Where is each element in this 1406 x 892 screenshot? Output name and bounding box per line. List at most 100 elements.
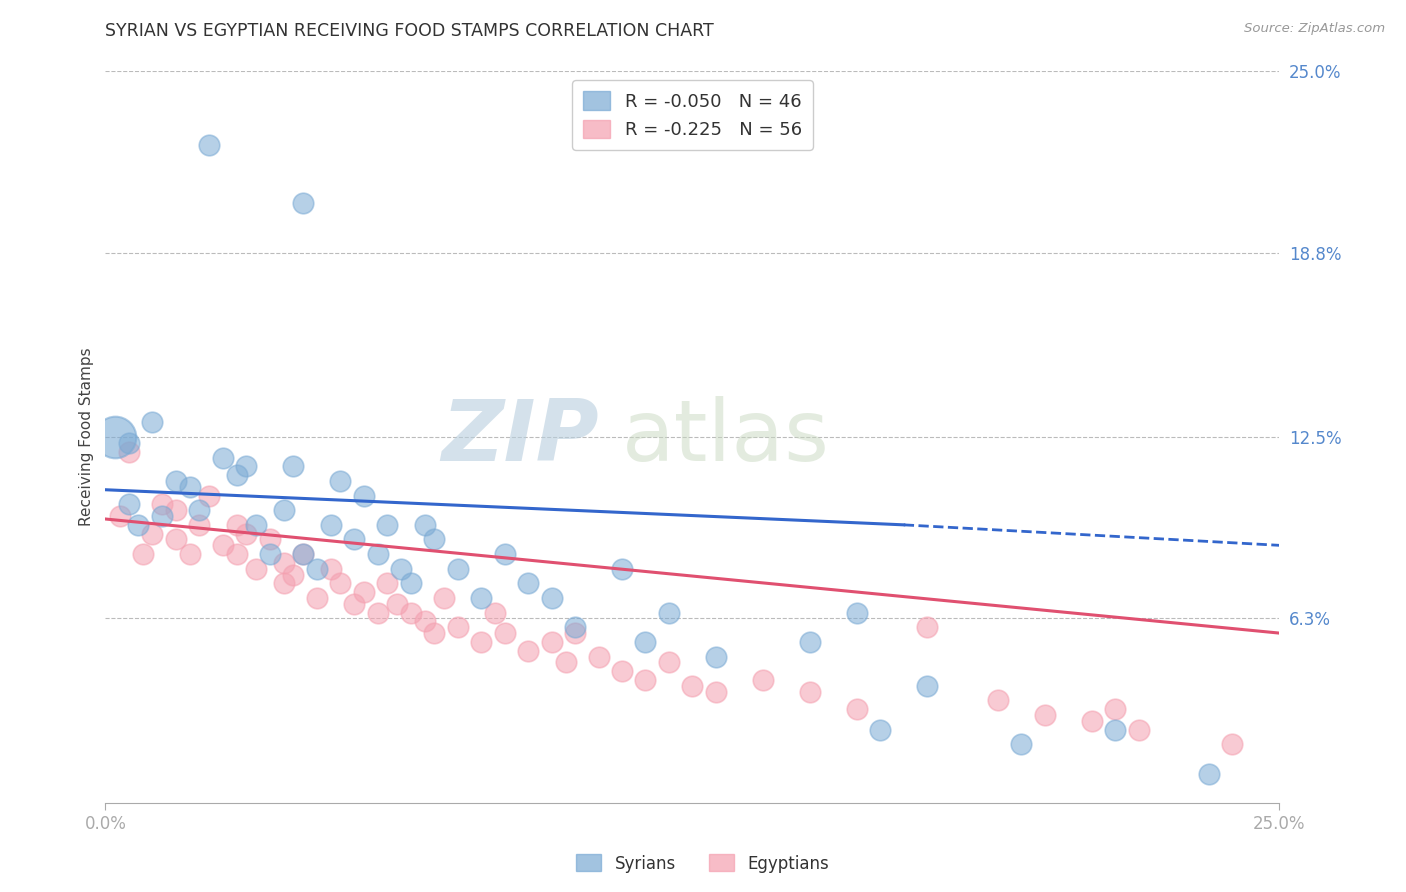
Point: [273, 576, 295, 591]
Point: [188, 517, 211, 532]
Point: [179, 547, 201, 561]
Point: [179, 480, 201, 494]
Point: [150, 497, 173, 511]
Point: [150, 509, 173, 524]
Point: [799, 635, 821, 649]
Point: [343, 597, 366, 611]
Point: [367, 606, 389, 620]
Point: [259, 547, 281, 561]
Point: [141, 526, 163, 541]
Point: [799, 684, 821, 698]
Point: [681, 679, 703, 693]
Point: [329, 474, 352, 488]
Point: [634, 673, 657, 687]
Point: [540, 591, 562, 605]
Point: [1033, 708, 1056, 723]
Point: [470, 591, 492, 605]
Point: [118, 497, 141, 511]
Point: [329, 576, 352, 591]
Point: [389, 562, 412, 576]
Point: [658, 606, 681, 620]
Point: [319, 517, 342, 532]
Point: [704, 649, 727, 664]
Point: [423, 533, 446, 547]
Point: [118, 436, 141, 450]
Point: [226, 468, 249, 483]
Point: [165, 533, 187, 547]
Point: [165, 474, 187, 488]
Point: [845, 702, 868, 716]
Point: [752, 673, 775, 687]
Point: [1222, 737, 1244, 751]
Point: [517, 576, 540, 591]
Point: [494, 626, 516, 640]
Point: [564, 620, 586, 634]
Point: [446, 620, 468, 634]
Point: [291, 547, 314, 561]
Point: [658, 656, 681, 670]
Point: [446, 562, 468, 576]
Point: [375, 576, 398, 591]
Point: [353, 585, 375, 599]
Point: [915, 620, 938, 634]
Point: [118, 444, 141, 458]
Point: [211, 450, 233, 465]
Point: [869, 723, 891, 737]
Point: [132, 547, 155, 561]
Point: [423, 626, 446, 640]
Point: [141, 416, 163, 430]
Y-axis label: Receiving Food Stamps: Receiving Food Stamps: [79, 348, 94, 526]
Point: [1198, 766, 1220, 780]
Point: [188, 503, 211, 517]
Point: [484, 606, 506, 620]
Point: [367, 547, 389, 561]
Point: [283, 567, 305, 582]
Point: [399, 576, 422, 591]
Point: [634, 635, 657, 649]
Point: [259, 533, 281, 547]
Text: ZIP: ZIP: [441, 395, 599, 479]
Point: [226, 547, 249, 561]
Point: [1128, 723, 1150, 737]
Point: [1104, 723, 1126, 737]
Point: [385, 597, 408, 611]
Point: [432, 591, 454, 605]
Point: [319, 562, 342, 576]
Point: [1010, 737, 1032, 751]
Point: [127, 517, 149, 532]
Point: [305, 562, 328, 576]
Point: [245, 562, 267, 576]
Point: [704, 684, 727, 698]
Point: [291, 547, 314, 561]
Point: [517, 643, 540, 657]
Point: [343, 533, 366, 547]
Point: [108, 509, 131, 524]
Point: [291, 196, 314, 211]
Point: [413, 615, 436, 629]
Point: [273, 503, 295, 517]
Point: [211, 538, 233, 552]
Text: atlas: atlas: [621, 395, 830, 479]
Point: [375, 517, 398, 532]
Text: Source: ZipAtlas.com: Source: ZipAtlas.com: [1244, 22, 1385, 36]
Point: [915, 679, 938, 693]
Point: [564, 626, 586, 640]
Point: [610, 664, 633, 678]
Point: [104, 430, 127, 444]
Point: [226, 517, 249, 532]
Point: [235, 459, 257, 474]
Point: [1080, 714, 1102, 728]
Point: [197, 137, 219, 152]
Point: [165, 503, 187, 517]
Point: [353, 489, 375, 503]
Point: [1104, 702, 1126, 716]
Point: [283, 459, 305, 474]
Point: [845, 606, 868, 620]
Point: [470, 635, 492, 649]
Point: [987, 693, 1010, 707]
Point: [554, 656, 576, 670]
Point: [588, 649, 610, 664]
Point: [399, 606, 422, 620]
Legend: R = -0.050   N = 46, R = -0.225   N = 56: R = -0.050 N = 46, R = -0.225 N = 56: [572, 80, 813, 150]
Point: [235, 526, 257, 541]
